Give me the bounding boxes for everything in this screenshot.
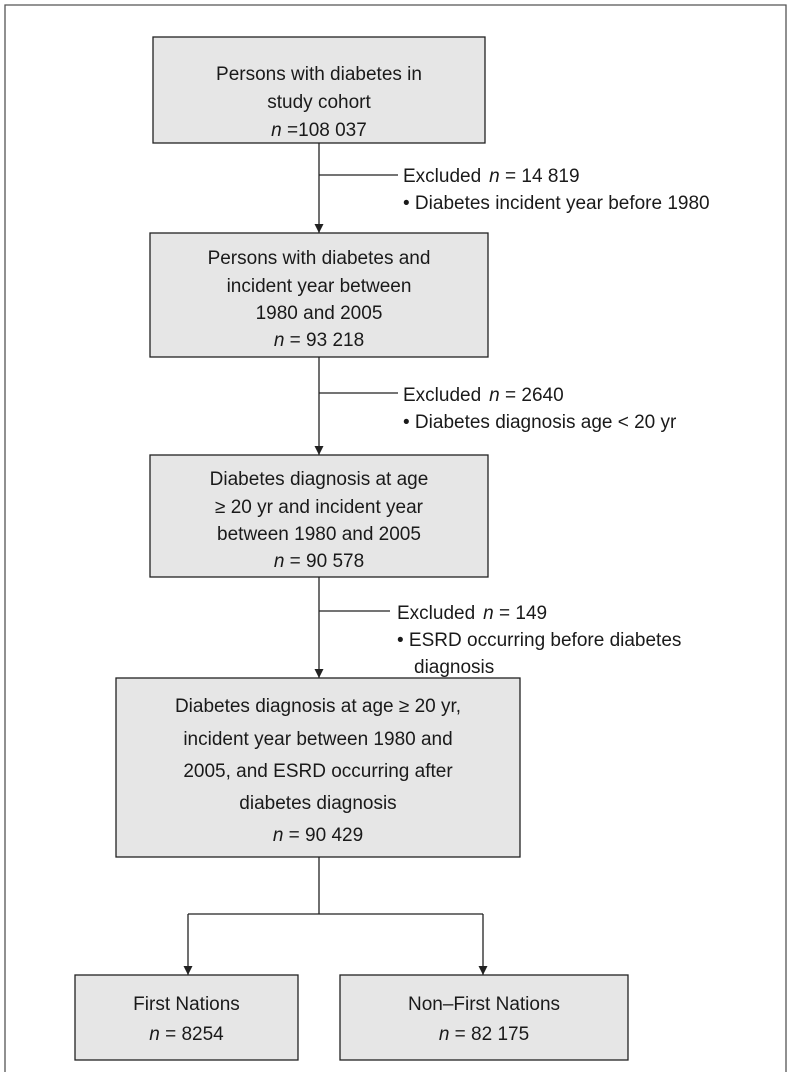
exclusion-label: Excluded <box>403 166 481 187</box>
box-text: Persons with diabetes in <box>216 64 422 85</box>
n-value: = 8254 <box>160 1024 224 1045</box>
n-value: = 82 175 <box>449 1024 529 1045</box>
n-value: = 2640 <box>500 385 564 406</box>
n-value: = 149 <box>494 603 547 624</box>
n-symbol: n <box>489 385 500 406</box>
box-count: n = 82 175 <box>439 1024 529 1045</box>
box-text: Persons with diabetes and <box>208 248 431 269</box>
box <box>74 974 299 1061</box>
box-count: n = 93 218 <box>274 330 364 351</box>
n-value: = 14 819 <box>500 166 580 187</box>
frame <box>4 4 787 1072</box>
n-value: = 90 429 <box>283 825 363 846</box>
n-symbol: n <box>274 330 285 351</box>
exclusion-reason: diagnosis <box>414 657 494 678</box>
box <box>149 232 489 358</box>
exclusion-reason: • ESRD occurring before diabetes <box>397 630 681 651</box>
n-symbol: n <box>274 551 285 572</box>
exclusion-count: Excluded n = 14 819 <box>403 166 580 187</box>
box <box>152 36 486 144</box>
box-text: diabetes diagnosis <box>239 793 396 814</box>
n-value: = 93 218 <box>284 330 364 351</box>
box-count: n = 8254 <box>149 1024 224 1045</box>
box-text: ≥ 20 yr and incident year <box>215 497 424 518</box>
box-count: n = 90 429 <box>273 825 363 846</box>
box-count: n = 90 578 <box>274 551 364 572</box>
box-text: incident year between 1980 and <box>183 729 452 750</box>
box-text: between 1980 and 2005 <box>217 524 421 545</box>
box-text: First Nations <box>133 994 240 1015</box>
n-value: =108 037 <box>282 120 367 141</box>
box-text: Diabetes diagnosis at age ≥ 20 yr, <box>175 696 461 717</box>
n-symbol: n <box>489 166 500 187</box>
n-symbol: n <box>483 603 494 624</box>
n-symbol: n <box>439 1024 450 1045</box>
exclusion-label: Excluded <box>403 385 481 406</box>
box-text: Diabetes diagnosis at age <box>210 469 429 490</box>
box <box>339 974 629 1061</box>
box-count: n =108 037 <box>271 120 367 141</box>
exclusion-count: Excluded n = 2640 <box>403 385 564 406</box>
connector <box>188 857 483 915</box>
box-text: study cohort <box>267 92 371 113</box>
n-symbol: n <box>271 120 282 141</box>
box-text: 1980 and 2005 <box>256 303 383 324</box>
exclusion-label: Excluded <box>397 603 475 624</box>
box <box>149 454 489 578</box>
exclusion-reason: • Diabetes incident year before 1980 <box>403 193 710 214</box>
exclusion-reason: • Diabetes diagnosis age < 20 yr <box>403 412 677 433</box>
n-symbol: n <box>273 825 284 846</box>
n-value: = 90 578 <box>284 551 364 572</box>
n-symbol: n <box>149 1024 160 1045</box>
box-text: 2005, and ESRD occurring after <box>183 761 453 782</box>
box <box>115 677 521 858</box>
exclusion-count: Excluded n = 149 <box>397 603 547 624</box>
box-text: incident year between <box>227 276 412 297</box>
box-text: Non–First Nations <box>408 994 560 1015</box>
